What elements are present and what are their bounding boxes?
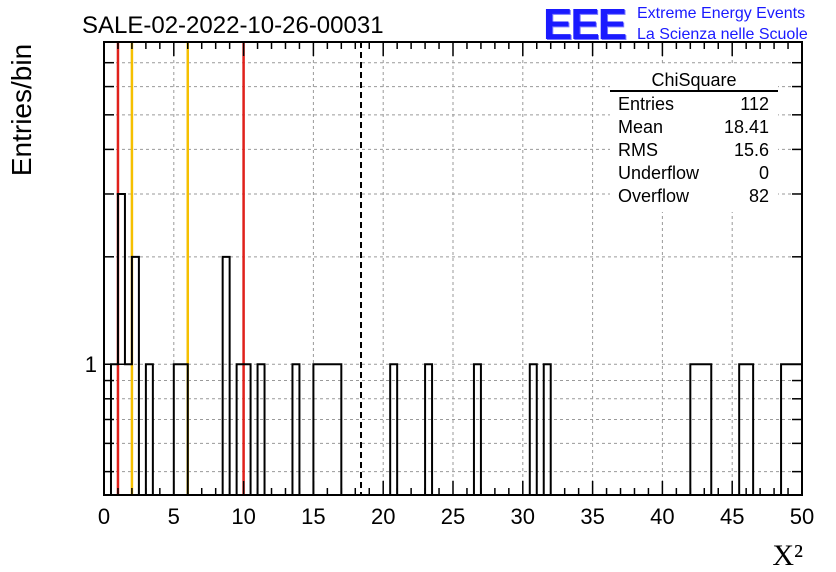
x-tick-label: 50 — [790, 504, 814, 529]
x-tick-label: 30 — [511, 504, 535, 529]
stats-row-label: Overflow — [618, 186, 690, 206]
stats-row-label: Entries — [618, 94, 674, 114]
x-tick-label: 45 — [720, 504, 744, 529]
y-tick-labels: 1 — [85, 352, 97, 377]
x-tick-label: 40 — [650, 504, 674, 529]
axis-ticks — [103, 42, 803, 495]
chart-title: SALE-02-2022-10-26-00031 — [82, 12, 384, 39]
logo-line-1: Extreme Energy Events — [637, 5, 806, 22]
x-axis-label: X² — [772, 539, 803, 572]
y-tick-label: 1 — [85, 352, 97, 377]
stats-row-value: 15.6 — [734, 140, 769, 160]
stats-box-title: ChiSquare — [651, 70, 736, 90]
stats-row-label: RMS — [618, 140, 658, 160]
stats-row-value: 0 — [759, 163, 769, 183]
stats-row-value: 112 — [740, 94, 769, 114]
eee-logo-mark: EEE — [543, 0, 627, 49]
stats-row-label: Mean — [618, 117, 663, 137]
x-tick-label: 20 — [371, 504, 395, 529]
grid-lines — [104, 42, 802, 495]
x-tick-labels: 0 5 10 15 20 25 30 35 40 45 50 — [98, 504, 814, 529]
x-tick-label: 10 — [231, 504, 255, 529]
logo-line-2: La Scienza nelle Scuole — [637, 26, 808, 43]
stats-row-value: 82 — [749, 186, 769, 206]
y-axis-label: Entries/bin — [6, 44, 37, 176]
x-tick-label: 5 — [168, 504, 180, 529]
reference-lines — [116, 42, 363, 495]
stats-row-label: Underflow — [618, 163, 700, 183]
x-tick-label: 35 — [580, 504, 604, 529]
stats-box: ChiSquare Entries 112 Mean 18.41 RMS 15.6 Under… — [610, 66, 778, 212]
x-tick-label: 25 — [441, 504, 465, 529]
x-tick-label: 15 — [301, 504, 325, 529]
stats-row-value: 18.41 — [724, 117, 769, 137]
x-tick-label: 0 — [98, 504, 110, 529]
eee-logo: EEE Extreme Energy Events La Scienza nel… — [543, 0, 833, 49]
